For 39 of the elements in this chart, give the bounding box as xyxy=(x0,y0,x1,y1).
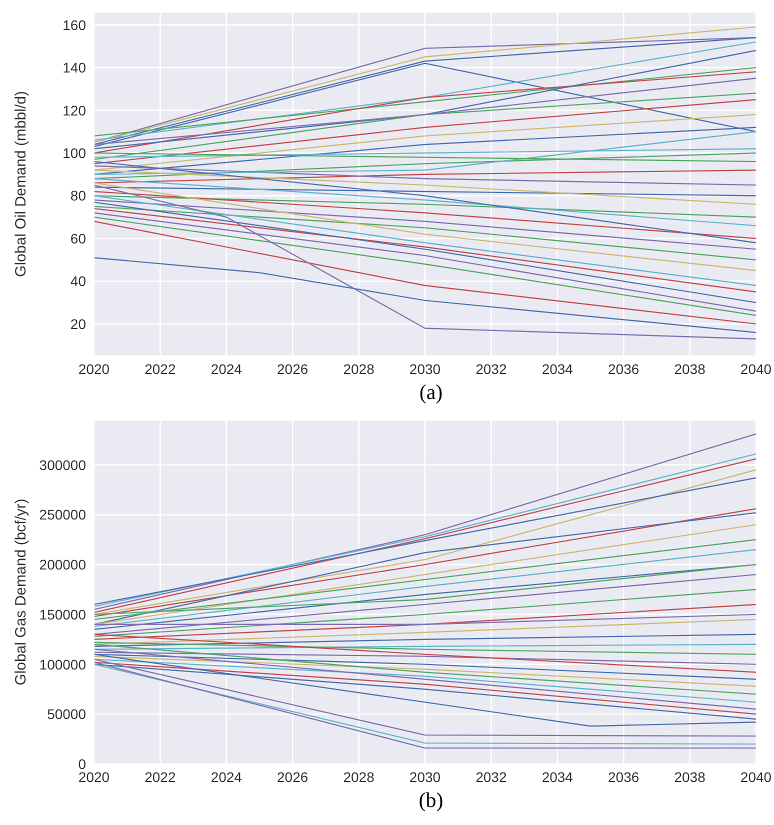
y-axis-title: Global Gas Demand (bcf/yr) xyxy=(12,498,30,686)
x-tick-label: 2020 xyxy=(78,360,110,377)
x-tick-label: 2024 xyxy=(210,768,242,785)
x-tick-label: 2032 xyxy=(476,360,507,377)
y-tick-label: 100 xyxy=(62,144,86,161)
x-tick-label: 2038 xyxy=(674,768,706,785)
x-tick-label: 2036 xyxy=(608,768,640,785)
x-tick-label: 2022 xyxy=(144,360,176,377)
y-tick-label: 20 xyxy=(70,316,86,332)
x-tick-label: 2028 xyxy=(343,768,375,785)
y-tick-label: 150000 xyxy=(39,606,86,622)
y-tick-label: 160 xyxy=(62,16,86,33)
y-tick-label: 300000 xyxy=(39,456,86,473)
y-tick-label: 200000 xyxy=(39,556,86,573)
text: (a) xyxy=(418,380,444,404)
x-tick-label: 2040 xyxy=(740,360,772,377)
x-tick-label: 2038 xyxy=(674,360,706,377)
x-tick-label: 2022 xyxy=(144,768,176,785)
x-tick-label: 2030 xyxy=(409,768,441,785)
x-tick-label: 2032 xyxy=(476,768,507,785)
y-tick-label: 140 xyxy=(62,60,86,76)
x-tick-label: 2030 xyxy=(409,360,441,377)
text: (b) xyxy=(418,788,444,812)
x-tick-label: 2024 xyxy=(210,360,242,377)
y-tick-label: 40 xyxy=(70,273,86,290)
y-axis-title: Global Oil Demand (mbbl/d) xyxy=(12,91,30,277)
x-tick-label: 2026 xyxy=(277,360,308,377)
y-tick-label: 120 xyxy=(62,102,86,118)
y-tick-label: 80 xyxy=(70,188,86,204)
x-tick-label: 2026 xyxy=(277,768,308,785)
x-tick-label: 2034 xyxy=(542,360,574,377)
y-tick-label: 250000 xyxy=(39,506,86,523)
y-tick-label: 50000 xyxy=(47,706,86,722)
x-tick-label: 2034 xyxy=(542,768,574,785)
x-tick-label: 2036 xyxy=(608,360,640,377)
x-tick-label: 2028 xyxy=(343,360,375,377)
y-tick-label: 100000 xyxy=(39,656,86,672)
y-tick-label: 60 xyxy=(70,230,86,246)
x-tick-label: 2040 xyxy=(740,768,772,785)
